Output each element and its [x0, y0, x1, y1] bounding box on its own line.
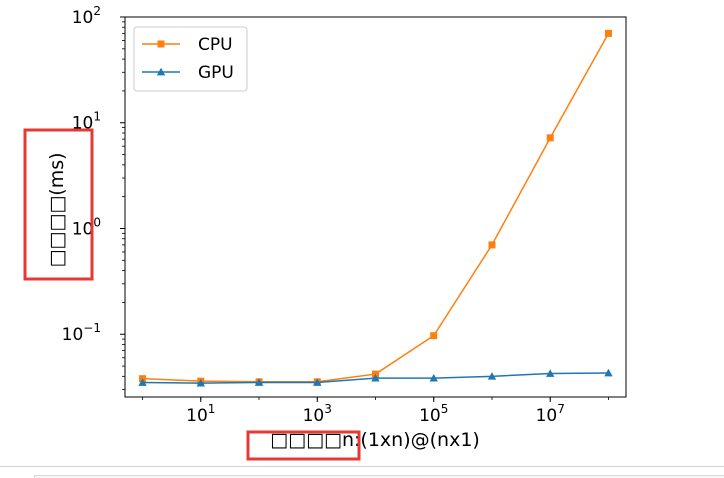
y-tick-label: 100 [72, 215, 101, 239]
x-label-highlight-box [246, 430, 361, 461]
cpu-data-point [546, 134, 554, 142]
gpu-data-point [487, 372, 497, 380]
gpu-data-point [196, 378, 205, 387]
y-axis-label: □□□□(ms) [46, 152, 68, 267]
gpu-data-point [371, 373, 380, 382]
bottom-panel-edge [34, 475, 724, 478]
gpu-data-point [313, 378, 322, 386]
cpu-data-point [430, 332, 438, 340]
gpu-data-point [604, 368, 613, 377]
gpu-data-point [546, 369, 555, 377]
cpu-data-point [488, 241, 496, 249]
gpu-data-point [138, 378, 147, 386]
y-tick-label: 10−1 [62, 321, 101, 345]
x-tick-label: 105 [419, 402, 448, 426]
cpu-data-point [604, 29, 612, 37]
gpu-legend-marker [156, 67, 166, 76]
x-tick-label: 101 [186, 402, 215, 426]
y-tick-label: 102 [72, 4, 101, 28]
gpu-data-point [429, 373, 438, 382]
cpu-legend-marker [157, 40, 165, 48]
gpu-data-point [254, 378, 264, 386]
x-tick-label: 107 [536, 402, 565, 426]
window-divider [0, 466, 724, 467]
cpu-legend-label: CPU [198, 35, 233, 55]
x-axis-label: □□□□n:(1xn)@(nx1) [270, 429, 480, 451]
y-label-highlight-box [23, 128, 94, 281]
x-tick-label: 103 [303, 402, 332, 426]
gpu-legend-label: GPU [198, 63, 234, 83]
